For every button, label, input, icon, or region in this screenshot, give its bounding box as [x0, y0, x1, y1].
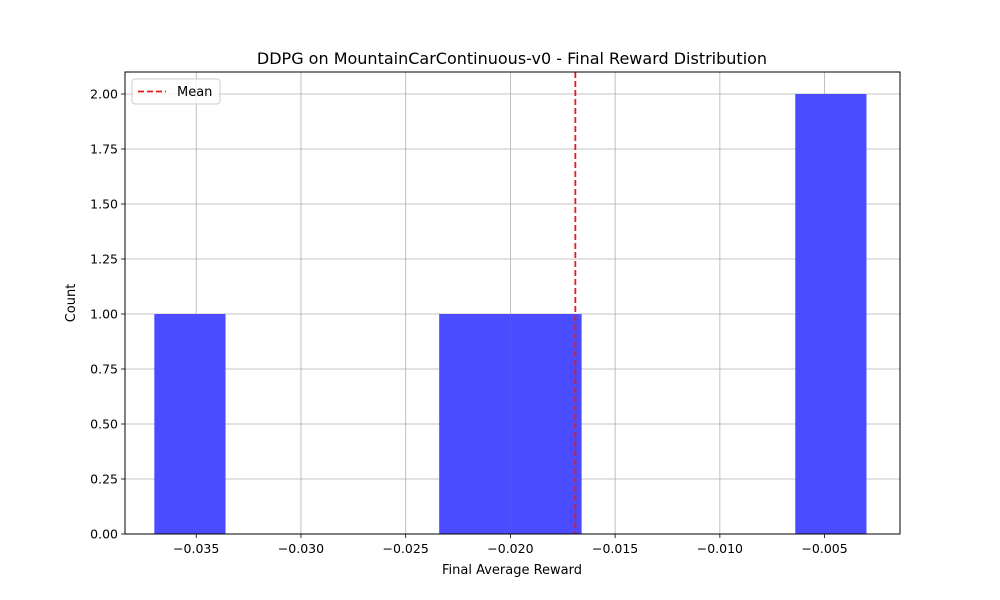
- y-tick-label: 0.25: [90, 472, 118, 487]
- y-tick-label: 0.50: [90, 417, 118, 432]
- y-tick-label: 0.75: [90, 362, 118, 377]
- y-tick-label: 1.25: [90, 252, 118, 267]
- y-axis-ticks: 0.00 0.25 0.50 0.75 1.00 1.25 1.50 1.75 2.00: [90, 87, 125, 542]
- histogram-bar: [510, 314, 582, 534]
- x-tick-label: −0.015: [592, 541, 638, 556]
- chart-title: DDPG on MountainCarContinuous-v0 - Final…: [257, 49, 767, 68]
- plot-frame: [124, 71, 901, 535]
- legend-mean-label: Mean: [177, 85, 212, 100]
- legend: Mean: [131, 78, 221, 105]
- y-axis-label: Count: [64, 284, 79, 323]
- x-axis-label: Final Average Reward: [442, 563, 582, 578]
- x-tick-label: −0.010: [697, 541, 743, 556]
- y-tick-label: 1.50: [90, 197, 118, 212]
- y-tick-label: 1.00: [90, 307, 118, 322]
- y-tick-label: 2.00: [90, 87, 118, 102]
- x-tick-label: −0.035: [173, 541, 219, 556]
- x-tick-label: −0.020: [487, 541, 533, 556]
- histogram-bar: [795, 94, 867, 534]
- x-tick-label: −0.005: [801, 541, 847, 556]
- x-tick-label: −0.025: [383, 541, 429, 556]
- x-tick-label: −0.030: [278, 541, 324, 556]
- y-tick-label: 0.00: [90, 527, 118, 542]
- x-axis-ticks: −0.035 −0.030 −0.025 −0.020 −0.015 −0.010 −0.0…: [173, 534, 848, 556]
- y-tick-label: 1.75: [90, 142, 118, 157]
- histogram-bar: [154, 314, 226, 534]
- histogram-bar: [439, 314, 511, 534]
- legend-box: [131, 78, 221, 105]
- histogram-bars: [154, 94, 867, 534]
